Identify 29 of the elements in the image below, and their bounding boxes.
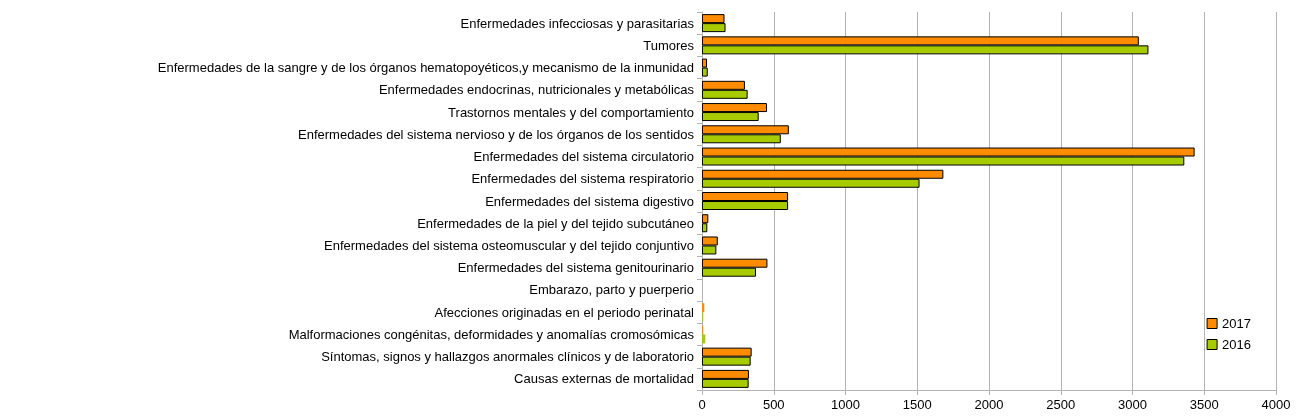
legend-label: 2017 xyxy=(1222,316,1251,331)
y-tick-label: Enfermedades del sistema genitourinario xyxy=(457,260,694,276)
x-tick-label: 2000 xyxy=(974,397,1004,412)
y-tick-label: Causas externas de mortalidad xyxy=(514,371,694,387)
x-tick-label: 3000 xyxy=(1118,397,1147,412)
y-tick-label: Enfermedades endocrinas, nutricionales y metabólicas xyxy=(378,82,695,98)
x-tick-label: 2500 xyxy=(1046,397,1076,412)
y-tick-label: Enfermedades de la sangre y de los órganos hematopoyéticos,y mecanismo de la inmunidad xyxy=(157,60,694,76)
y-tick-label: Trastornos mentales y del comportamiento xyxy=(448,104,694,120)
y-tick-label: Enfermedades del sistema nervioso y de los órganos de los sentidos xyxy=(298,126,695,142)
bar xyxy=(702,334,706,344)
y-tick-label: Enfermedades del sistema respiratorio xyxy=(471,171,694,187)
y-tick-label: Embarazo, parto y puerperio xyxy=(529,282,694,298)
y-tick-label: Síntomas, signos y hallazgos anormales clínicos y de laboratorio xyxy=(321,349,694,365)
x-tick-label: 4000 xyxy=(1261,397,1291,412)
y-tick-label: Enfermedades del sistema circulatorio xyxy=(473,149,694,165)
x-tick-label: 1000 xyxy=(831,397,860,412)
y-tick-label: Afecciones originadas en el periodo perinatal xyxy=(434,304,695,320)
y-tick-label: Tumores xyxy=(643,37,695,53)
x-tick-label: 3500 xyxy=(1189,397,1219,412)
y-tick-label: Enfermedades del sistema digestivo xyxy=(485,193,694,209)
y-tick-label: Malformaciones congénitas, deformidades y anomalías cromosómicas xyxy=(288,326,695,342)
x-tick-label: 1500 xyxy=(902,397,932,412)
y-tick-label: Enfermedades del sistema osteomuscular y del tejido conjuntivo xyxy=(324,237,694,253)
y-tick-label: Enfermedades infecciosas y parasitarias xyxy=(460,15,695,31)
x-tick-label: 500 xyxy=(762,397,785,412)
legend-label: 2016 xyxy=(1222,337,1251,352)
y-tick-label: Enfermedades de la piel y del tejido subcutáneo xyxy=(417,215,694,231)
x-tick-label: 0 xyxy=(698,397,706,412)
